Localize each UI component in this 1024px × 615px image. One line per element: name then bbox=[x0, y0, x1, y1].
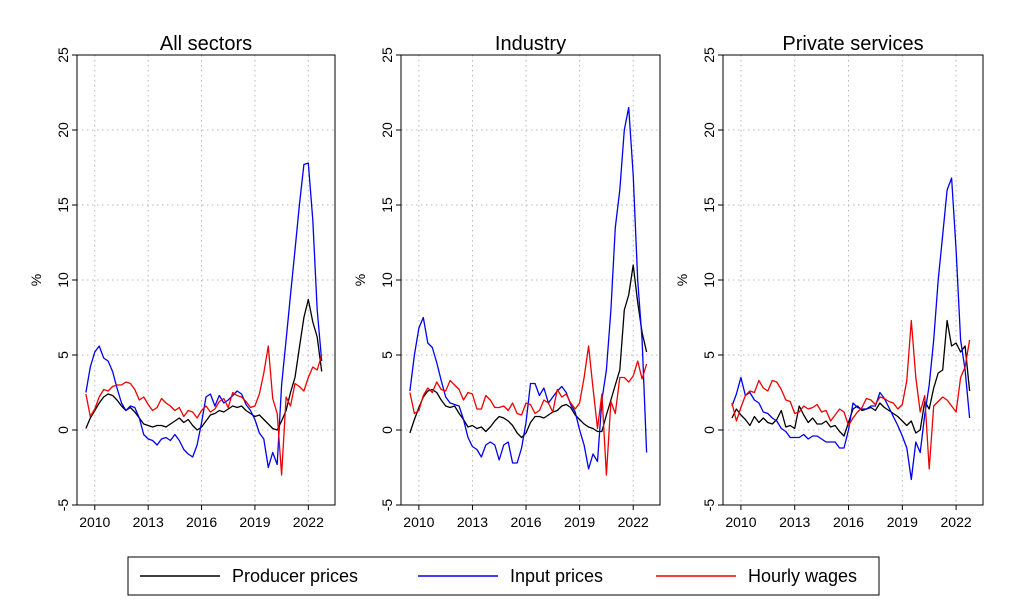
y-tick-label: -5 bbox=[701, 499, 717, 512]
hourly-wages-line bbox=[409, 345, 648, 476]
x-tick-label: 2010 bbox=[403, 514, 434, 530]
y-tick-label: -5 bbox=[379, 499, 395, 512]
x-tick-label: 2013 bbox=[133, 514, 164, 530]
y-tick-label: 0 bbox=[379, 426, 395, 434]
chart-panel-1: All sectors% -5 0 5 10 15 20 25 2010 2013 2016 2019… bbox=[28, 33, 336, 530]
legend-label: Hourly wages bbox=[748, 566, 857, 586]
x-tick-label: 2016 bbox=[186, 514, 217, 530]
y-tick-label: 20 bbox=[55, 122, 71, 138]
x-tick-label: 2019 bbox=[239, 514, 270, 530]
y-tick-label: 15 bbox=[55, 197, 71, 213]
y-tick-label: 5 bbox=[55, 351, 71, 359]
x-tick-label: 2016 bbox=[510, 514, 541, 530]
y-tick-label: 5 bbox=[701, 351, 717, 359]
plot-frame bbox=[400, 54, 661, 506]
x-tick-label: 2010 bbox=[725, 514, 756, 530]
y-tick-label: 10 bbox=[701, 272, 717, 288]
y-tick-label: 10 bbox=[379, 272, 395, 288]
plot-frame bbox=[76, 54, 336, 506]
y-axis-label: % bbox=[352, 274, 368, 286]
x-tick-label: 2013 bbox=[779, 514, 810, 530]
x-tick-label: 2019 bbox=[887, 514, 918, 530]
input-prices-line bbox=[731, 177, 971, 481]
y-tick-label: 0 bbox=[55, 426, 71, 434]
legend-label: Producer prices bbox=[232, 566, 358, 586]
hourly-wages-line bbox=[85, 345, 323, 476]
x-tick-label: 2010 bbox=[79, 514, 110, 530]
y-tick-label: 25 bbox=[55, 47, 71, 63]
x-tick-label: 2022 bbox=[293, 514, 324, 530]
chart-panel-2: Industry% -5 0 5 10 15 20 25 2010 2013 2016 2019 202… bbox=[352, 33, 661, 530]
x-tick-label: 2019 bbox=[564, 514, 595, 530]
x-tick-label: 2013 bbox=[457, 514, 488, 530]
hourly-wages-line bbox=[731, 319, 971, 470]
chart-title: Private services bbox=[782, 33, 923, 55]
chart-panel-3: Private services% -5 0 5 10 15 20 25 2010 2013 201… bbox=[674, 33, 984, 530]
y-tick-label: 10 bbox=[55, 272, 71, 288]
y-tick-label: 0 bbox=[701, 426, 717, 434]
chart-title: Industry bbox=[495, 33, 566, 55]
legend-box bbox=[127, 556, 880, 596]
input-prices-line bbox=[409, 106, 648, 470]
x-tick-label: 2022 bbox=[618, 514, 649, 530]
y-tick-label: -5 bbox=[55, 499, 71, 512]
y-tick-label: 25 bbox=[379, 47, 395, 63]
y-tick-label: 20 bbox=[701, 122, 717, 138]
producer-prices-line bbox=[409, 264, 648, 439]
x-tick-label: 2022 bbox=[941, 514, 972, 530]
y-axis-label: % bbox=[28, 274, 44, 286]
y-axis-label: % bbox=[674, 274, 690, 286]
y-tick-label: 25 bbox=[701, 47, 717, 63]
legend: Producer prices Input prices Hourly wages bbox=[127, 556, 880, 596]
legend-label: Input prices bbox=[510, 566, 603, 586]
chart-title: All sectors bbox=[160, 33, 252, 55]
y-tick-label: 15 bbox=[379, 197, 395, 213]
y-tick-label: 20 bbox=[379, 122, 395, 138]
input-prices-line bbox=[85, 162, 323, 469]
x-tick-label: 2016 bbox=[833, 514, 864, 530]
plot-frame bbox=[722, 54, 984, 506]
y-tick-label: 5 bbox=[379, 351, 395, 359]
y-tick-label: 15 bbox=[701, 197, 717, 213]
